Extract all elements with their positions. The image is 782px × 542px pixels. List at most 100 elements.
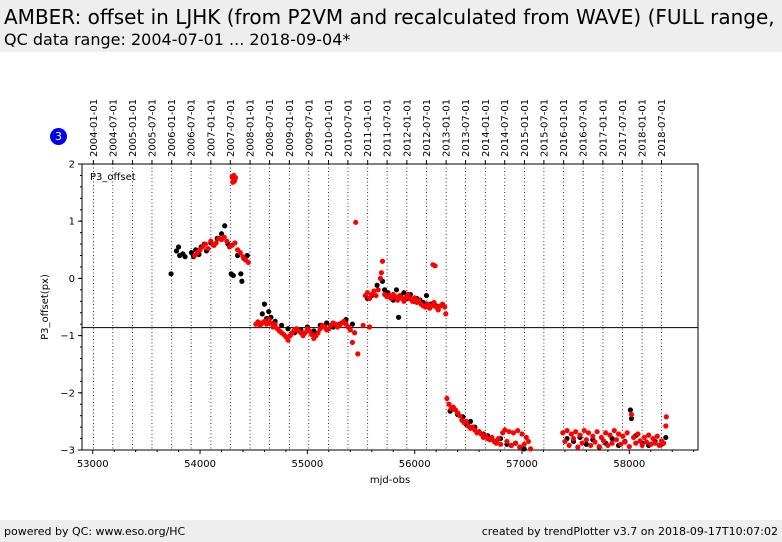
x-tick-label: 58000 bbox=[613, 459, 645, 470]
data-point bbox=[394, 297, 401, 303]
date-tick-label: 2012-01-01 bbox=[402, 99, 413, 157]
data-point bbox=[650, 435, 656, 442]
data-point bbox=[446, 401, 452, 407]
data-point bbox=[315, 330, 321, 336]
data-point bbox=[351, 330, 358, 336]
data-point bbox=[590, 433, 596, 439]
data-point bbox=[663, 423, 669, 429]
data-point bbox=[360, 322, 366, 328]
footer-generator: created by trendPlotter v3.7 on 2018-09-… bbox=[481, 525, 778, 538]
date-tick-label: 2016-07-01 bbox=[579, 99, 590, 157]
date-tick-label: 2018-07-01 bbox=[657, 99, 668, 157]
data-point bbox=[504, 438, 510, 445]
data-point bbox=[371, 288, 377, 294]
data-point bbox=[596, 443, 602, 450]
plot-annotation: P3_offset bbox=[90, 172, 136, 183]
date-tick-label: 2006-01-01 bbox=[167, 99, 178, 157]
data-point bbox=[355, 351, 361, 357]
data-point bbox=[432, 263, 438, 269]
data-point bbox=[585, 430, 592, 436]
data-point bbox=[566, 442, 572, 449]
data-point bbox=[302, 330, 308, 336]
data-point bbox=[349, 339, 356, 346]
data-point bbox=[232, 240, 238, 246]
date-tick-label: 2014-01-01 bbox=[481, 99, 492, 157]
data-point bbox=[285, 337, 291, 343]
data-point bbox=[245, 259, 251, 265]
data-point bbox=[221, 234, 227, 240]
date-tick-label: 2009-01-01 bbox=[285, 99, 296, 157]
data-point bbox=[222, 223, 228, 229]
data-point bbox=[611, 427, 617, 434]
data-point bbox=[353, 219, 359, 225]
date-tick-label: 2010-01-01 bbox=[324, 99, 335, 157]
data-point bbox=[594, 429, 600, 435]
data-point bbox=[423, 292, 430, 299]
data-point bbox=[495, 435, 501, 442]
date-tick-label: 2014-07-01 bbox=[500, 99, 511, 157]
y-tick-label: 0 bbox=[69, 274, 75, 285]
date-tick-label: 2008-07-01 bbox=[265, 99, 276, 157]
date-tick-label: 2005-07-01 bbox=[147, 99, 158, 157]
data-point bbox=[643, 439, 650, 445]
data-point bbox=[412, 295, 418, 301]
date-grid-lines bbox=[92, 160, 663, 450]
data-point bbox=[489, 434, 495, 441]
data-point bbox=[444, 395, 450, 402]
data-point bbox=[231, 172, 237, 179]
data-point bbox=[377, 275, 383, 281]
y-tick-label: −1 bbox=[60, 331, 75, 342]
date-tick-label: 2006-07-01 bbox=[187, 99, 198, 157]
data-point bbox=[285, 326, 291, 332]
date-tick-label: 2013-01-01 bbox=[442, 99, 453, 157]
data-point bbox=[583, 441, 589, 447]
data-point bbox=[624, 430, 630, 436]
data-point bbox=[239, 278, 245, 284]
data-point bbox=[244, 252, 250, 259]
data-point bbox=[627, 407, 633, 413]
data-points bbox=[168, 172, 669, 452]
data-point bbox=[378, 270, 385, 276]
data-point bbox=[261, 301, 268, 307]
footer-bar: powered by QC: www.eso.org/HC created by… bbox=[0, 520, 782, 542]
date-tick-label: 2013-07-01 bbox=[461, 99, 472, 157]
x-tick-label: 57000 bbox=[506, 459, 538, 470]
data-point bbox=[367, 295, 373, 302]
data-point bbox=[525, 438, 532, 445]
date-axis-labels: 2004-01-01 2004-07-01 2005-01-01 2005-07-01… bbox=[89, 99, 668, 157]
page-title: AMBER: offset in LJHK (from P2VM and rec… bbox=[4, 5, 782, 29]
y-tick-label: 1 bbox=[69, 217, 75, 228]
data-point bbox=[615, 431, 622, 437]
data-point bbox=[379, 258, 386, 264]
data-point bbox=[457, 413, 463, 419]
date-tick-label: 2016-01-01 bbox=[559, 99, 570, 157]
data-point bbox=[512, 440, 519, 446]
header-bar: AMBER: offset in LJHK (from P2VM and rec… bbox=[0, 0, 782, 52]
date-tick-label: 2007-01-01 bbox=[206, 99, 217, 157]
y-tick-label: −3 bbox=[60, 446, 75, 457]
data-point bbox=[663, 434, 669, 441]
data-point bbox=[510, 430, 517, 436]
date-tick-label: 2010-07-01 bbox=[343, 99, 354, 157]
data-point bbox=[628, 411, 635, 418]
data-point bbox=[401, 290, 407, 296]
data-point bbox=[609, 440, 615, 446]
data-point bbox=[646, 432, 652, 438]
date-tick-label: 2004-01-01 bbox=[89, 99, 100, 157]
plot-frame bbox=[81, 163, 699, 451]
offset-chart: 2004-01-01 2004-07-01 2005-01-01 2005-07-01… bbox=[40, 99, 699, 486]
data-point bbox=[268, 320, 274, 326]
data-point bbox=[463, 418, 469, 424]
data-point bbox=[628, 415, 635, 422]
data-point bbox=[605, 442, 611, 449]
date-tick-label: 2009-07-01 bbox=[304, 99, 315, 157]
data-point bbox=[515, 427, 521, 434]
data-point bbox=[388, 295, 394, 302]
data-point bbox=[309, 331, 315, 338]
date-tick-label: 2007-07-01 bbox=[226, 99, 237, 157]
page-subtitle: QC data range: 2004-07-01 ... 2018-09-04… bbox=[4, 30, 351, 49]
data-point bbox=[583, 437, 589, 443]
data-point bbox=[502, 427, 508, 433]
footer-credit: powered by QC: www.eso.org/HC bbox=[4, 525, 186, 538]
x-tick-label: 54000 bbox=[184, 459, 216, 470]
